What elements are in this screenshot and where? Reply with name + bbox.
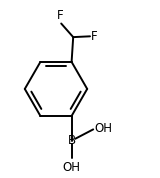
Text: F: F [91, 30, 98, 43]
Text: B: B [68, 134, 76, 147]
Text: OH: OH [95, 122, 113, 135]
Text: OH: OH [63, 161, 81, 174]
Text: F: F [57, 9, 64, 22]
